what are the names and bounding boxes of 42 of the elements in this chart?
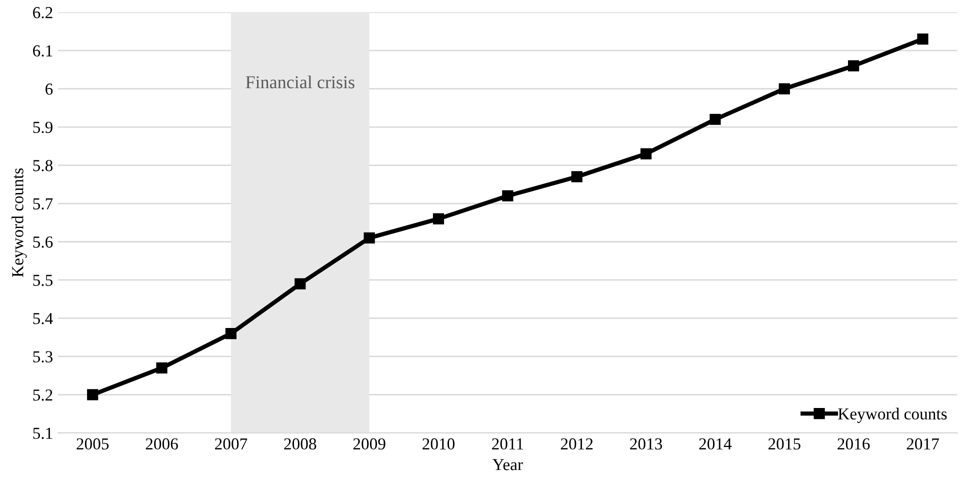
y-tick-label: 6.2 xyxy=(33,7,52,18)
x-tick-label: 2013 xyxy=(630,438,662,450)
y-tick-label: 5.9 xyxy=(33,122,52,134)
y-tick-label: 5.7 xyxy=(33,198,53,210)
y-tick-label: 5.2 xyxy=(33,389,52,401)
x-tick-label: 2006 xyxy=(146,438,178,450)
point xyxy=(640,148,652,160)
y-tick-label: 5.1 xyxy=(33,428,52,439)
y-tick-label: 6 xyxy=(46,84,53,95)
x-tick-label: 2016 xyxy=(838,438,870,450)
y-tick-label: 5.3 xyxy=(33,351,53,362)
band-label: Financial crisis xyxy=(246,76,354,88)
y-tick-label: 5.4 xyxy=(33,313,53,324)
point xyxy=(917,34,928,45)
point xyxy=(571,171,582,182)
point xyxy=(156,362,168,374)
y-tick-label: 5.5 xyxy=(33,274,53,286)
point xyxy=(87,389,98,400)
x-tick-label: 2011 xyxy=(492,438,524,450)
point xyxy=(364,232,375,244)
y-tick-label: 5.6 xyxy=(33,236,53,248)
point xyxy=(225,328,237,340)
x-tick-label: 2017 xyxy=(906,438,939,450)
x-tick-label: 2010 xyxy=(422,438,455,450)
y-tick-label: 5.8 xyxy=(33,160,53,172)
x-tick-label: 2015 xyxy=(768,438,800,450)
point xyxy=(294,278,306,290)
legend-label: Keyword counts xyxy=(838,408,947,423)
x-tick-label: 2008 xyxy=(284,438,316,450)
point xyxy=(502,190,514,202)
x-tick-label: 2005 xyxy=(76,438,109,450)
x-tick-label: 2007 xyxy=(215,438,248,450)
x-tick-label: 2009 xyxy=(353,438,386,450)
point xyxy=(778,83,790,94)
point xyxy=(710,114,721,125)
y-tick-label: 6.1 xyxy=(33,45,52,57)
x-axis-title: Year xyxy=(492,459,523,470)
point xyxy=(432,213,444,224)
x-tick-label: 2014 xyxy=(699,438,732,450)
y-axis-title: Keyword counts xyxy=(12,168,27,277)
point xyxy=(848,60,860,72)
x-tick-label: 2012 xyxy=(560,438,593,450)
